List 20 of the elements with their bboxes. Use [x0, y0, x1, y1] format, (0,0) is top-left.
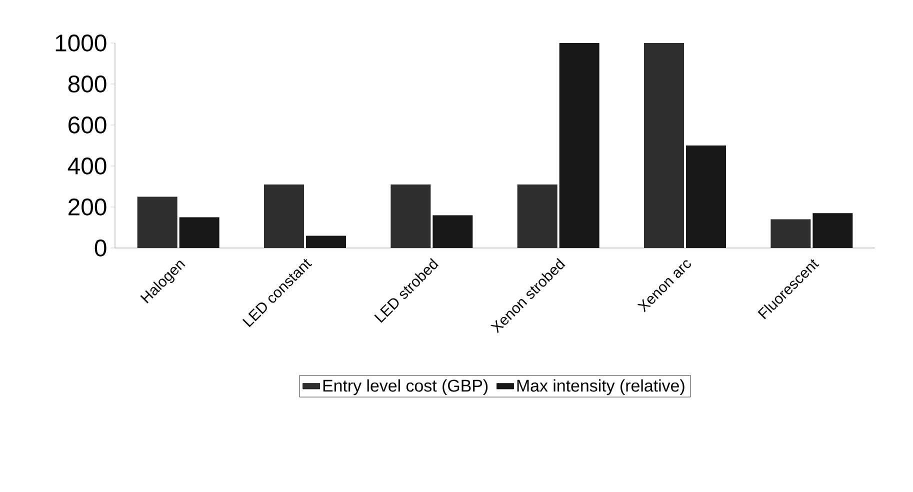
legend-label: Max intensity (relative) — [517, 379, 684, 396]
legend-label: Entry level cost (GBP) — [323, 379, 488, 396]
bar — [137, 196, 178, 248]
bar — [306, 236, 346, 248]
bar — [179, 217, 220, 248]
bar — [770, 219, 811, 248]
y-tick-label: 200 — [68, 198, 106, 216]
y-tick-label: 800 — [68, 76, 106, 92]
bar — [517, 184, 558, 248]
bar — [644, 42, 684, 248]
bar — [264, 184, 304, 248]
y-tick-label: 400 — [68, 158, 106, 174]
y-tick-label: 0 — [94, 240, 106, 256]
bar — [812, 213, 853, 248]
bar — [390, 184, 431, 248]
y-tick-label: 1000 — [56, 34, 106, 52]
bar — [686, 146, 726, 248]
y-tick-label: 600 — [68, 116, 106, 134]
bar — [432, 215, 473, 248]
bar — [559, 42, 600, 248]
